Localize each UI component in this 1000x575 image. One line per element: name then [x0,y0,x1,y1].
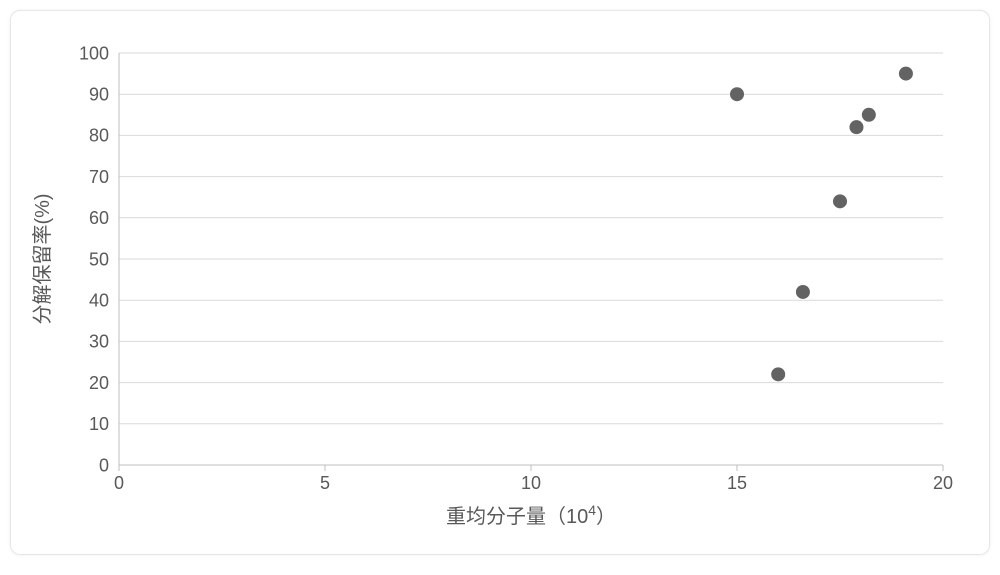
data-point [771,367,785,381]
ytick-label: 40 [89,291,109,311]
data-point [833,194,847,208]
y-axis-title: 分解保留率(%) [31,193,54,324]
scatter-chart: 0 10 20 30 40 50 60 70 80 90 100 0 5 10 15 20 分解保留率(%) 重均… [29,35,959,530]
data-point [730,87,744,101]
xtick-label: 5 [320,473,330,493]
ytick-label: 70 [89,167,109,187]
xtick-label: 15 [727,473,747,493]
x-axis-title: 重均分子量（104） [446,502,616,528]
data-point [899,67,913,81]
chart-card: 0 10 20 30 40 50 60 70 80 90 100 0 5 10 15 20 分解保留率(%) 重均… [10,10,990,555]
ytick-label: 60 [89,208,109,228]
xtick-label: 20 [933,473,953,493]
chart-svg: 0 10 20 30 40 50 60 70 80 90 100 0 5 10 15 20 分解保留率(%) 重均… [29,35,961,532]
data-point [849,120,863,134]
ytick-label: 80 [89,126,109,146]
data-point [796,285,810,299]
ytick-label: 20 [89,373,109,393]
data-point [862,108,876,122]
xtick-label: 10 [521,473,541,493]
ytick-label: 50 [89,249,109,269]
xtick-label: 0 [114,473,124,493]
ytick-label: 30 [89,332,109,352]
ytick-label: 100 [79,43,109,63]
ytick-label: 10 [89,414,109,434]
ytick-label: 0 [99,455,109,475]
ytick-label: 90 [89,85,109,105]
